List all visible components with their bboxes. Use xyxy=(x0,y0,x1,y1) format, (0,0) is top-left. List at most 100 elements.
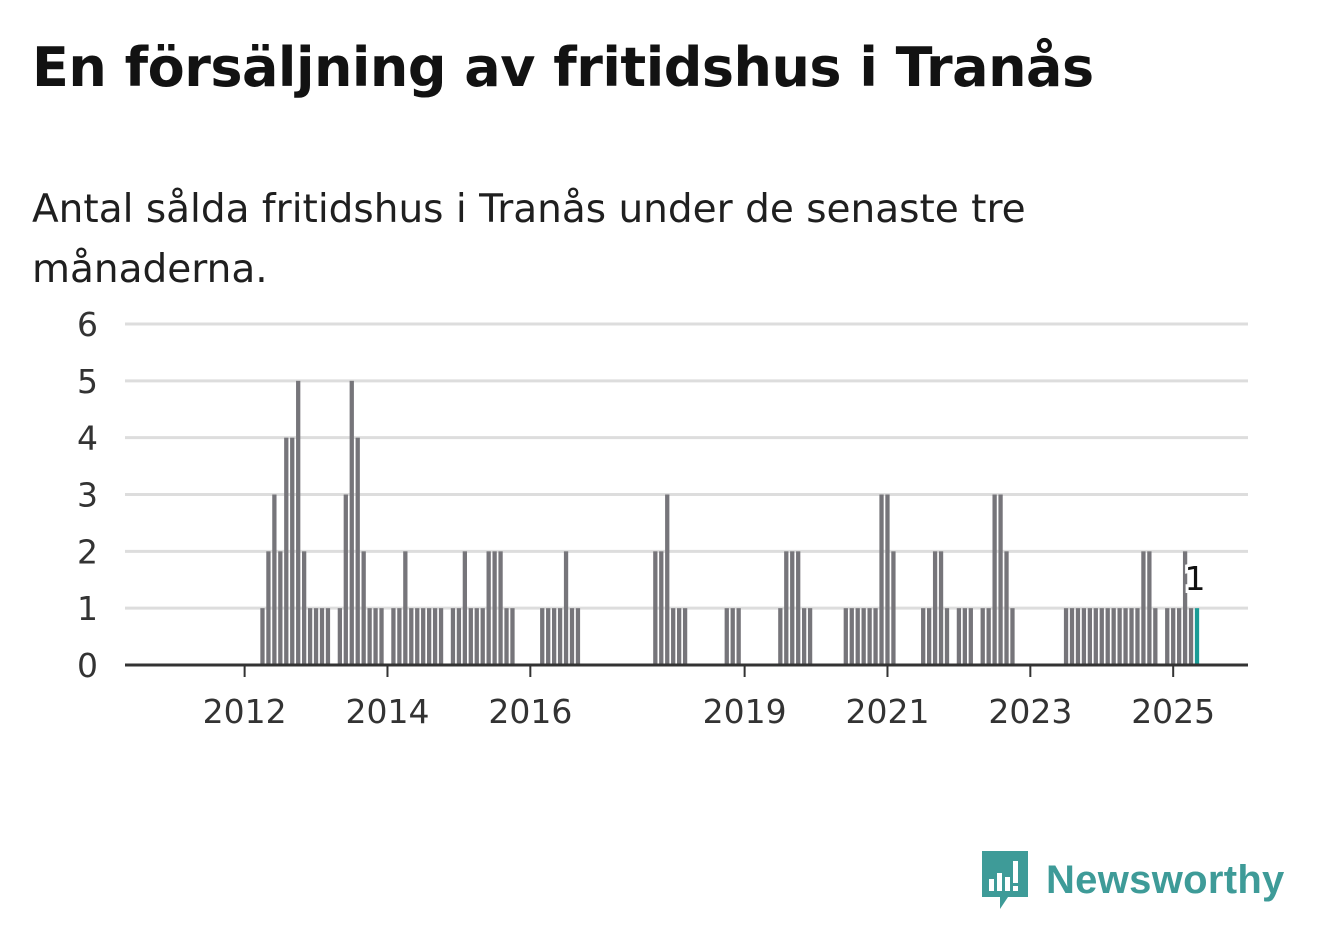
bar xyxy=(968,608,973,665)
bar xyxy=(284,437,289,665)
bar xyxy=(1165,608,1170,665)
bar xyxy=(1123,608,1128,665)
bar xyxy=(1182,551,1188,665)
bar xyxy=(867,608,872,665)
bar xyxy=(438,608,444,665)
bar xyxy=(1099,608,1104,665)
bar xyxy=(796,551,801,665)
bar xyxy=(432,608,438,665)
bar xyxy=(1111,608,1116,665)
bar xyxy=(1141,551,1146,665)
bar-chart: 0 1 2 3 4 5 6 2012 2014 2016 2019 2021 2023 2025 1 xyxy=(77,305,1248,731)
bar xyxy=(474,608,479,665)
bar xyxy=(486,551,491,665)
x-axis-ticks: 2012 2014 2016 2019 2021 2023 2025 xyxy=(203,665,1215,731)
bar xyxy=(807,608,813,665)
bar xyxy=(724,608,729,665)
bar xyxy=(1129,608,1134,665)
x-tick-label: 2019 xyxy=(703,692,787,731)
bar xyxy=(510,608,515,665)
chart-subtitle: Antal sålda fritidshus i Tranås under de… xyxy=(32,187,1026,292)
bar xyxy=(307,608,313,665)
bar xyxy=(313,608,319,665)
bar xyxy=(278,551,283,665)
newsworthy-logo: Newsworthy xyxy=(980,848,1285,912)
bar xyxy=(421,608,426,665)
bar xyxy=(343,494,348,665)
bar xyxy=(540,608,545,665)
bar xyxy=(992,494,997,665)
bar xyxy=(1147,551,1152,665)
bar xyxy=(873,608,878,665)
bar xyxy=(355,437,360,665)
bar xyxy=(986,608,991,665)
bar xyxy=(569,608,575,665)
y-tick-label: 4 xyxy=(77,419,98,458)
bar xyxy=(557,608,563,665)
bar xyxy=(938,551,944,665)
bar xyxy=(659,551,664,665)
bar xyxy=(391,608,396,665)
bar xyxy=(302,551,307,665)
bar xyxy=(1153,608,1158,665)
bar xyxy=(1135,608,1140,665)
bar xyxy=(1010,608,1015,665)
bar xyxy=(379,608,384,665)
bar xyxy=(504,608,509,665)
bar xyxy=(403,551,408,665)
bar xyxy=(575,608,581,665)
bar xyxy=(1177,608,1182,665)
y-tick-label: 0 xyxy=(77,646,98,685)
last-value-label: 1 xyxy=(1185,559,1206,598)
y-tick-label: 3 xyxy=(77,476,98,515)
bar xyxy=(665,494,670,665)
x-tick-label: 2025 xyxy=(1131,692,1215,731)
bar xyxy=(849,608,854,665)
bar xyxy=(962,608,967,665)
bar xyxy=(1063,608,1069,665)
bar xyxy=(266,551,271,665)
bar xyxy=(325,608,331,665)
bar xyxy=(397,608,402,665)
bar xyxy=(956,608,962,665)
bar xyxy=(1087,608,1092,665)
bar xyxy=(272,494,277,665)
bar xyxy=(492,551,497,665)
bar xyxy=(361,551,366,665)
bar xyxy=(1069,608,1075,665)
bar xyxy=(855,608,860,665)
bar xyxy=(349,380,354,665)
bar xyxy=(921,608,926,665)
bar xyxy=(1171,608,1176,665)
bar xyxy=(980,608,985,665)
bar xyxy=(861,608,866,665)
x-tick-label: 2016 xyxy=(488,692,572,731)
bar xyxy=(546,608,551,665)
bar xyxy=(932,551,938,665)
bar xyxy=(552,608,557,665)
bar xyxy=(1093,608,1098,665)
bar xyxy=(1105,608,1110,665)
bar xyxy=(944,608,950,665)
y-tick-label: 1 xyxy=(77,589,98,628)
bar xyxy=(373,608,378,665)
bar xyxy=(367,608,372,665)
bar xyxy=(480,608,485,665)
bar xyxy=(1194,608,1200,665)
bar xyxy=(468,608,473,665)
bar xyxy=(671,608,676,665)
chart-title: En försäljning av fritidshus i Tranås xyxy=(32,36,1094,99)
bar xyxy=(677,608,682,665)
y-axis-ticks: 0 1 2 3 4 5 6 xyxy=(77,305,98,685)
gridlines xyxy=(125,322,1248,610)
bar xyxy=(1081,608,1087,665)
bar xyxy=(802,608,807,665)
bar xyxy=(682,608,688,665)
bar xyxy=(879,494,884,665)
y-tick-label: 6 xyxy=(77,305,98,344)
bar xyxy=(778,608,783,665)
bar xyxy=(843,608,848,665)
newsworthy-chart-icon xyxy=(982,851,1028,909)
bar xyxy=(736,608,741,665)
x-tick-label: 2021 xyxy=(845,692,929,731)
